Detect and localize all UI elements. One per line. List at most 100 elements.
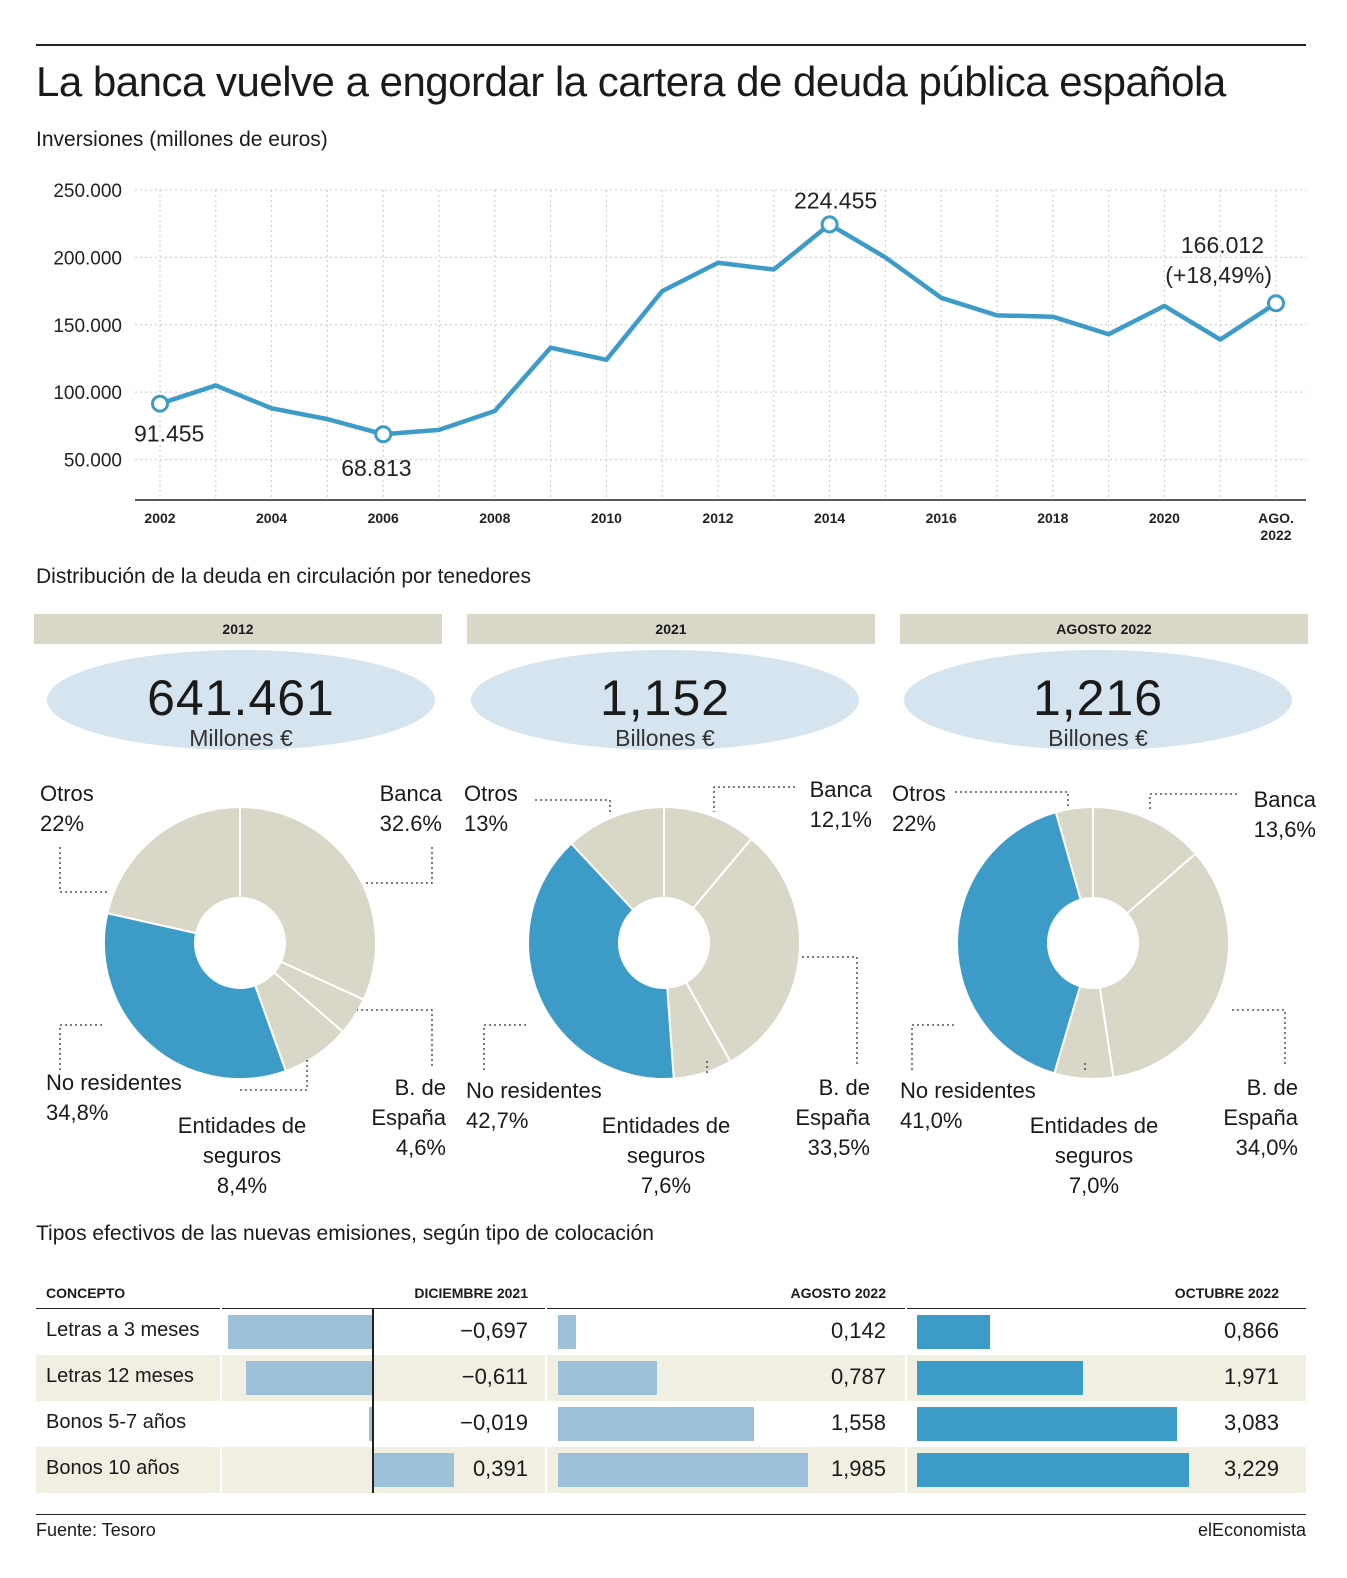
leader-line [357, 1009, 433, 1066]
leader-line [365, 847, 433, 884]
label-seguros-2021: Entidades de seguros 7,6% [601, 1113, 731, 1198]
leader-line [59, 1024, 105, 1070]
bar-dic-2021 [228, 1315, 373, 1349]
bar-oct-2022 [917, 1361, 1084, 1395]
value-ago-2022: 1,985 [830, 1456, 886, 1481]
total-unit: Billones € [1048, 725, 1148, 751]
leader-line [1149, 793, 1237, 812]
y-tick-label: 100.000 [53, 383, 122, 404]
col-header-dic-2021: DICIEMBRE 2021 [414, 1285, 528, 1301]
x-tick-label: 2002 [144, 510, 175, 526]
data-point-marker [820, 215, 839, 234]
bar-oct-2022 [917, 1407, 1177, 1441]
bar-ago-2022 [558, 1315, 576, 1349]
value-ago-2022: 0,787 [830, 1364, 886, 1389]
data-label: 91.455 [134, 421, 204, 447]
pie-slice [684, 837, 801, 1064]
y-tick-label: 250.000 [53, 181, 122, 202]
label-banca-2012: Banca 32.6% [379, 781, 442, 836]
pie-slice [569, 805, 665, 912]
line-chart: 250.000 200.000 150.000 100.000 50.000 2002 20… [53, 181, 1306, 543]
column-separator [220, 1308, 222, 1493]
row-concept: Letras 12 meses [46, 1365, 194, 1387]
label-bde-2012: B. de España 4,6% [371, 1075, 446, 1160]
row-concept: Bonos 5-7 años [46, 1411, 187, 1433]
value-oct-2022: 1,971 [1223, 1364, 1279, 1389]
total-value: 1,152 [599, 670, 731, 726]
bar-dic-2021 [373, 1453, 455, 1487]
x-tick-label: 2008 [479, 510, 510, 526]
bar-oct-2022 [917, 1453, 1189, 1487]
rates-table-title: Tipos efectivos de las nuevas emisiones,… [36, 1222, 654, 1245]
page-title: La banca vuelve a engordar la cartera de… [36, 58, 1226, 105]
bar-ago-2022 [558, 1361, 658, 1395]
value-dic-2021: −0,019 [460, 1410, 528, 1435]
data-label-change: (+18,49%) [1165, 262, 1272, 288]
leader-line [483, 1024, 527, 1070]
total-ellipse-2012: 641.461 Millones € [47, 650, 435, 750]
pie-slice [239, 805, 377, 1001]
leader-line [535, 799, 611, 812]
label-otros-2012: Otros 22% [40, 781, 94, 836]
row-concept: Bonos 10 años [46, 1457, 180, 1479]
brand-logo-text: elEconomista [1197, 1520, 1306, 1540]
label-no-residentes-ago-2022: No residentes 41,0% [900, 1078, 1036, 1133]
bar-dic-2021 [369, 1407, 373, 1441]
x-tick-label: 2014 [814, 510, 845, 526]
x-tick-label: 2004 [256, 510, 287, 526]
panel-header-2021: 2021 [467, 614, 875, 644]
column-separator [905, 1308, 907, 1493]
leader-line [800, 956, 858, 1064]
y-tick-label: 150.000 [53, 316, 122, 337]
source-note: Fuente: Tesoro [36, 1520, 156, 1540]
top-rule [36, 44, 1306, 46]
col-header-ago-2022: AGOSTO 2022 [790, 1285, 886, 1301]
total-unit: Millones € [189, 725, 293, 751]
label-banca-2021: Banca 12,1% [809, 777, 872, 832]
panel-header-ago-2022: AGOSTO 2022 [900, 614, 1308, 644]
line-chart-title: Inversiones (millones de euros) [36, 128, 328, 151]
label-seguros-ago-2022: Entidades de seguros 7,0% [1029, 1113, 1159, 1198]
panel-header-2012: 2012 [34, 614, 442, 644]
total-unit: Billones € [615, 725, 715, 751]
total-ellipse-2021: 1,152 Billones € [471, 650, 859, 750]
pie-slice [106, 805, 241, 935]
leader-line [955, 791, 1069, 806]
value-ago-2022: 0,142 [830, 1318, 886, 1343]
x-tick-label: 2020 [1149, 510, 1180, 526]
label-otros-ago-2022: Otros 22% [892, 781, 946, 836]
total-value: 1,216 [1032, 670, 1164, 726]
column-separator [545, 1308, 547, 1493]
label-bde-ago-2022: B. de España 34,0% [1223, 1075, 1298, 1160]
data-point-marker [1267, 294, 1285, 313]
leader-line [1229, 1009, 1286, 1064]
table-header-rule [36, 1308, 1306, 1309]
col-header-oct-2022: OCTUBRE 2022 [1174, 1285, 1279, 1301]
zero-axis-dic-2021 [372, 1309, 374, 1493]
y-tick-label: 50.000 [64, 451, 122, 472]
bar-dic-2021 [245, 1361, 373, 1395]
bar-ago-2022 [558, 1453, 808, 1487]
col-header-concepto: CONCEPTO [46, 1285, 126, 1301]
pie-slice [956, 810, 1082, 1075]
distribution-title: Distribución de la deuda en circulación … [36, 565, 531, 588]
x-tick-label: 2016 [926, 510, 957, 526]
leader-line [911, 1024, 955, 1070]
leader-line [713, 786, 795, 812]
label-banca-ago-2022: Banca 13,6% [1253, 787, 1316, 842]
total-value: 641.461 [147, 670, 335, 726]
label-seguros-2012: Entidades de seguros 8,4% [177, 1113, 307, 1198]
x-tick-label: 2010 [591, 510, 622, 526]
value-oct-2022: 3,229 [1223, 1456, 1279, 1481]
value-oct-2022: 0,866 [1223, 1318, 1279, 1343]
leader-line [240, 1060, 308, 1091]
data-point-marker [151, 394, 169, 413]
x-tick-label: 2018 [1037, 510, 1068, 526]
total-ellipse-ago-2022: 1,216 Billones € [904, 650, 1292, 750]
pie-slice [1092, 805, 1197, 915]
pie-slice [1054, 805, 1094, 901]
label-no-residentes-2021: No residentes 42,7% [466, 1078, 602, 1133]
pie-slice [1098, 852, 1231, 1079]
data-label: 166.012 [1181, 232, 1264, 258]
table-row-band [36, 1355, 1306, 1401]
